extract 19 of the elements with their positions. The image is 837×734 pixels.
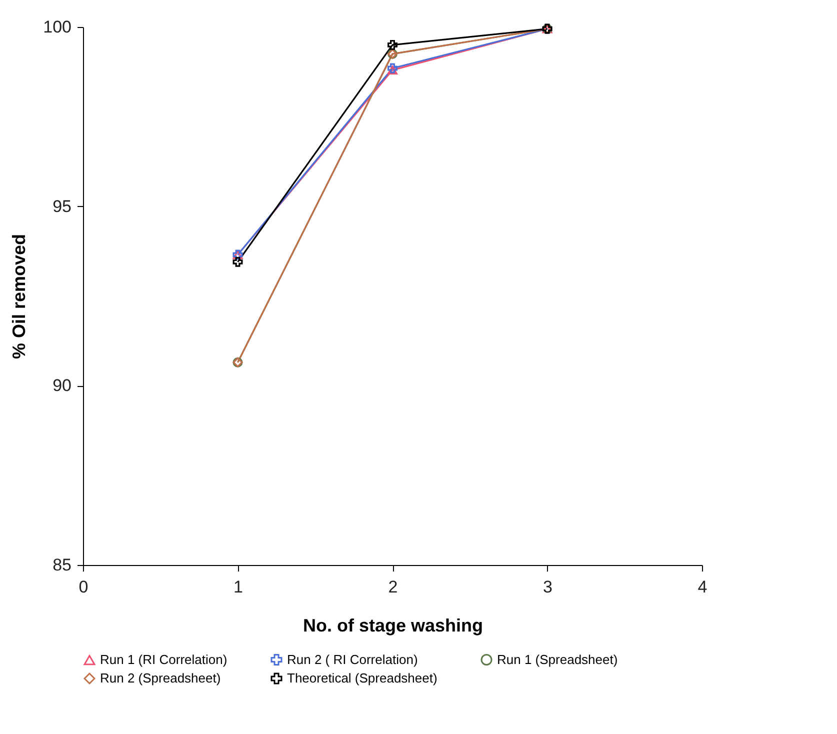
x-tick-label: 2 — [388, 578, 398, 596]
point — [388, 40, 398, 50]
legend-label: Run 2 ( RI Correlation) — [287, 652, 418, 667]
y-tick-label: 90 — [52, 376, 72, 396]
x-tick-label: 1 — [234, 578, 243, 596]
x-axis-title: No. of stage washing — [302, 616, 484, 636]
y-tick-label: 85 — [52, 556, 72, 574]
legend-label: Run 1 (Spreadsheet) — [497, 652, 618, 667]
x-tick-label: 0 — [78, 578, 88, 596]
legend-label: Run 1 (RI Correlation) — [100, 652, 228, 668]
y-axis-title: % Oil removed — [9, 234, 30, 360]
y-tick-label: 100 — [43, 18, 72, 36]
legend-label: Theoretical (Spreadsheet) — [287, 670, 438, 686]
y-tick-label: 95 — [52, 196, 72, 216]
point — [232, 256, 243, 267]
x-tick-label: 4 — [698, 578, 708, 596]
point — [388, 66, 398, 74]
x-tick-label: 3 — [543, 578, 552, 596]
legend-label: Run 2 (Spreadsheet) — [100, 670, 221, 686]
